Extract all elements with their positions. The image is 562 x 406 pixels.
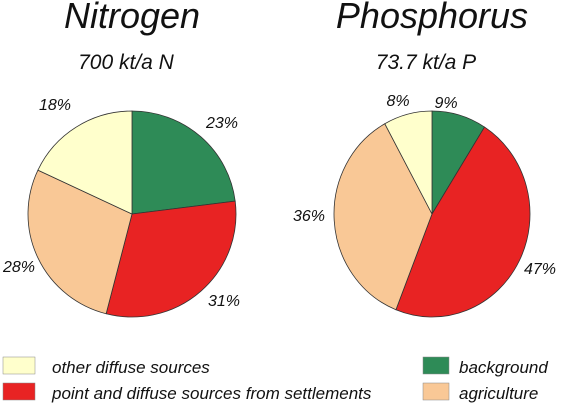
legend-swatch-settlements (2, 382, 36, 401)
legend-swatch-agriculture (422, 382, 450, 401)
pie-slice-point (105, 200, 237, 318)
slice-label: 23% (205, 115, 238, 132)
chart-subtitle-nitrogen: 700 kt/a N (78, 51, 175, 74)
chart-title-nitrogen: Nitrogen (64, 0, 200, 36)
pie-slice-point (395, 126, 531, 318)
pie-nitrogen: 23% 31% 28% 18% (2, 97, 240, 318)
legend-label-background: background (459, 358, 548, 377)
pie-slice-agriculture (333, 123, 433, 311)
pie-slice-other (37, 110, 133, 215)
slice-label: 9% (434, 95, 457, 112)
pie-slice-agriculture (27, 169, 133, 315)
legend-label-agriculture: agriculture (459, 384, 538, 403)
legend-swatch-background (422, 356, 450, 375)
slice-label: 8% (386, 93, 409, 110)
slice-label: 28% (2, 259, 35, 276)
slice-label: 31% (208, 293, 240, 310)
slice-label: 36% (293, 208, 325, 225)
pie-phosphorus: 9% 47% 36% 8% (293, 93, 556, 318)
pie-slice-other (384, 110, 433, 215)
slice-label: 47% (524, 261, 556, 278)
legend-swatch-other-diffuse (2, 356, 36, 375)
pie-slice-background (131, 110, 236, 215)
chart-title-phosphorus: Phosphorus (336, 0, 528, 36)
legend-label-other-diffuse: other diffuse sources (52, 358, 210, 377)
legend-label-settlements: point and diffuse sources from settlemen… (51, 384, 372, 403)
slice-label: 18% (39, 97, 71, 114)
chart-subtitle-phosphorus: 73.7 kt/a P (376, 51, 476, 74)
legend: other diffuse sources point and diffuse … (2, 356, 548, 403)
